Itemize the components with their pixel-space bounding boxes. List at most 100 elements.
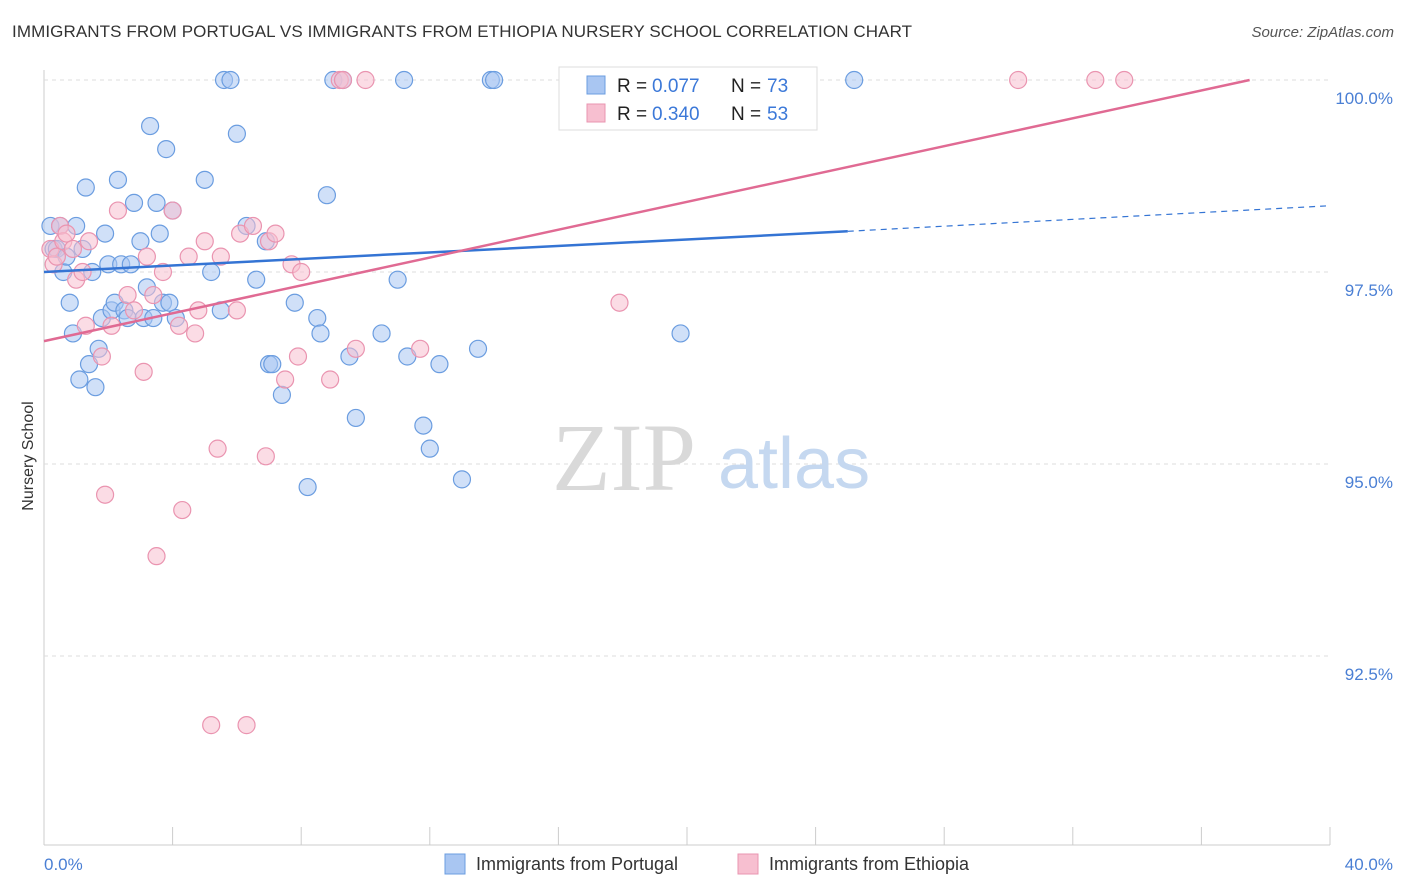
point-ethiopia [321, 370, 340, 389]
point-ethiopia [333, 70, 353, 90]
point-portugal [308, 308, 327, 328]
point-portugal [150, 224, 169, 243]
point-ethiopia [292, 262, 311, 282]
point-ethiopia [108, 201, 128, 220]
point-ethiopia [134, 362, 153, 381]
point-portugal [202, 262, 221, 282]
point-portugal [157, 140, 176, 159]
point-portugal [108, 170, 128, 189]
point-ethiopia [147, 547, 166, 566]
x-tick-label-min: 0.0% [44, 855, 83, 874]
legend-r-label-portugal: R = [617, 76, 647, 97]
point-portugal [160, 293, 179, 312]
point-portugal [414, 416, 433, 435]
point-ethiopia [124, 301, 144, 320]
point-ethiopia [118, 285, 137, 305]
point-portugal [76, 178, 95, 197]
watermark-zip: ZIP [552, 404, 696, 511]
point-portugal [388, 270, 407, 289]
y-tick-label: 100.0% [1335, 89, 1393, 108]
y-tick-labels: 100.0% 97.5% 95.0% 92.5% [1335, 89, 1393, 684]
point-portugal [372, 324, 391, 343]
point-ethiopia [144, 285, 163, 305]
point-ethiopia [195, 232, 214, 251]
point-portugal [121, 255, 140, 274]
point-ethiopia [189, 301, 208, 320]
legend-swatch-ethiopia [586, 103, 606, 123]
point-portugal [298, 477, 317, 497]
point-portugal [311, 324, 330, 343]
point-ethiopia [63, 239, 83, 259]
point-portugal [263, 355, 282, 374]
legend-n-value-ethiopia: 53 [767, 104, 788, 125]
point-ethiopia [211, 247, 230, 266]
chart-title: IMMIGRANTS FROM PORTUGAL VS IMMIGRANTS F… [12, 22, 913, 41]
point-ethiopia [356, 70, 375, 90]
legend-r-value-ethiopia: 0.340 [652, 104, 700, 125]
point-portugal [147, 193, 166, 212]
point-portugal [131, 232, 150, 251]
point-ethiopia [266, 224, 285, 243]
point-ethiopia [227, 301, 246, 320]
point-portugal [247, 270, 266, 289]
point-ethiopia [179, 247, 198, 266]
point-portugal [452, 470, 472, 489]
point-portugal [468, 339, 488, 358]
point-portugal [86, 378, 105, 397]
point-portugal [394, 70, 414, 90]
y-tick-label: 92.5% [1345, 665, 1393, 684]
point-ethiopia [1086, 70, 1105, 90]
point-portugal [430, 355, 449, 374]
point-portugal [70, 370, 89, 389]
point-ethiopia [243, 216, 263, 236]
point-ethiopia [256, 447, 275, 466]
point-ethiopia [237, 716, 256, 735]
point-portugal [227, 124, 246, 143]
legend-n-label-portugal: N = [731, 76, 761, 97]
legend-swatch-portugal [586, 75, 606, 95]
legend-r-value-portugal: 0.077 [652, 76, 700, 97]
point-ethiopia [163, 201, 182, 220]
point-ethiopia [153, 262, 173, 282]
point-portugal [285, 293, 304, 312]
watermark: ZIP atlas [552, 404, 870, 511]
y-tick-label: 95.0% [1345, 473, 1393, 492]
point-ethiopia [288, 347, 308, 366]
legend-n-label-ethiopia: N = [731, 104, 761, 125]
x-tick-label-max: 40.0% [1345, 855, 1393, 874]
watermark-atlas: atlas [718, 424, 870, 504]
point-portugal [124, 193, 144, 212]
point-ethiopia [346, 339, 365, 358]
series-legend-swatch-portugal [444, 853, 466, 875]
trend-line-portugal-extension [847, 205, 1327, 232]
point-portugal [221, 70, 240, 90]
point-ethiopia [47, 247, 66, 266]
trend-line-ethiopia [43, 78, 1250, 343]
point-ethiopia [1115, 70, 1134, 90]
point-ethiopia [73, 262, 92, 282]
point-ethiopia [169, 316, 189, 335]
point-ethiopia [137, 247, 156, 266]
stats-legend: R = 0.077 N = 73 R = 0.340 N = 53 [558, 66, 818, 131]
point-portugal [195, 170, 214, 189]
legend-n-value-portugal: 73 [767, 76, 788, 97]
point-ethiopia [411, 339, 430, 358]
y-axis-label: Nursery School [20, 401, 37, 510]
point-portugal [346, 408, 365, 428]
point-ethiopia [95, 485, 115, 504]
point-ethiopia [276, 370, 295, 389]
point-portugal [420, 439, 439, 458]
point-portugal [845, 70, 864, 90]
point-ethiopia [610, 293, 629, 312]
point-portugal [485, 70, 504, 90]
point-ethiopia [1009, 70, 1028, 90]
series-legend: Immigrants from Portugal Immigrants from… [444, 853, 970, 875]
point-ethiopia [202, 716, 221, 735]
point-ethiopia [173, 500, 192, 520]
point-portugal [140, 116, 160, 136]
y-tick-label: 97.5% [1345, 281, 1393, 300]
series-legend-label-portugal: Immigrants from Portugal [476, 854, 678, 874]
series-legend-swatch-ethiopia [737, 853, 759, 875]
point-ethiopia [186, 324, 205, 343]
